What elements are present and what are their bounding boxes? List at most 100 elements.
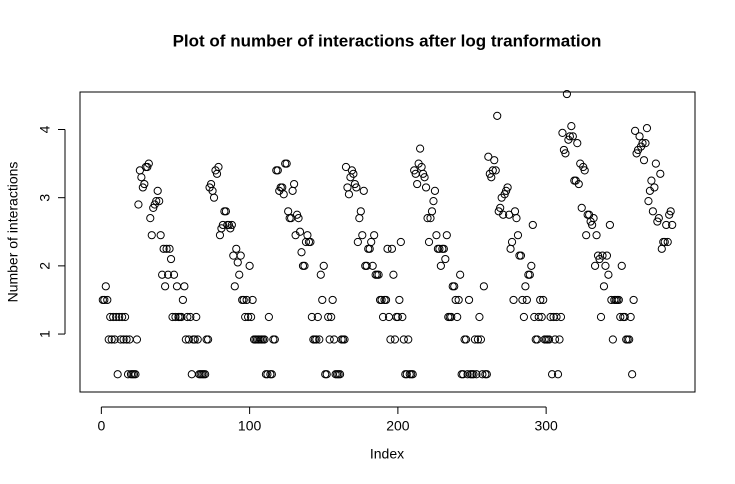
point [353, 237, 362, 247]
point [115, 312, 124, 322]
point [617, 261, 626, 270]
point [469, 370, 478, 379]
point [110, 335, 119, 344]
point [330, 335, 339, 344]
point [527, 261, 536, 270]
point [550, 335, 560, 344]
point [359, 186, 368, 195]
point [631, 126, 640, 135]
point [159, 244, 168, 253]
point [582, 231, 591, 240]
point [420, 173, 429, 182]
point [370, 231, 379, 240]
point [451, 295, 460, 305]
chart-title: Plot of number of interactions after log… [173, 31, 602, 50]
x-axis-label: Index [370, 446, 404, 462]
point [306, 237, 315, 247]
point [404, 335, 413, 344]
point [235, 270, 244, 279]
point [343, 183, 352, 192]
x-tick-label: 200 [386, 418, 410, 434]
point [642, 124, 652, 133]
point [553, 370, 563, 379]
point [381, 295, 391, 305]
point [561, 149, 570, 158]
point [344, 190, 354, 199]
point [620, 312, 629, 322]
point [239, 295, 248, 305]
point [435, 244, 444, 253]
point [192, 312, 201, 322]
point [183, 312, 192, 322]
point [358, 231, 367, 240]
point [482, 370, 491, 379]
point [270, 335, 279, 344]
point [232, 244, 241, 253]
point [657, 244, 666, 253]
point [215, 231, 225, 240]
point [184, 335, 193, 344]
plot-box [79, 91, 696, 393]
point [573, 139, 582, 148]
point [555, 335, 564, 344]
point [107, 335, 116, 344]
point [389, 270, 398, 279]
point [230, 282, 239, 291]
point [421, 183, 431, 192]
point [488, 166, 497, 175]
point [201, 370, 210, 379]
point [282, 159, 291, 168]
point [307, 312, 316, 322]
point [169, 270, 179, 279]
point [294, 214, 303, 223]
point [429, 196, 438, 206]
point [416, 144, 425, 153]
point [638, 139, 647, 148]
point [651, 159, 660, 168]
point [101, 282, 110, 291]
point [279, 190, 288, 199]
point [248, 295, 257, 305]
point [158, 270, 167, 279]
point [644, 196, 653, 206]
point [608, 335, 617, 344]
point [318, 295, 327, 305]
point [556, 312, 566, 322]
point [178, 295, 187, 305]
point [635, 132, 644, 141]
point [132, 335, 142, 344]
point [134, 200, 143, 209]
point [341, 162, 351, 172]
y-axis-label: Number of interactions [5, 162, 21, 303]
point [507, 237, 517, 247]
point [423, 214, 432, 223]
point [190, 335, 199, 344]
point [180, 282, 189, 291]
point [596, 312, 606, 322]
point [352, 183, 361, 192]
point [289, 179, 299, 189]
point [552, 312, 561, 322]
point [140, 179, 149, 189]
point [663, 237, 672, 247]
point [601, 261, 610, 270]
point [614, 295, 623, 305]
point [491, 166, 500, 175]
point [424, 237, 434, 247]
point [377, 295, 386, 305]
point [536, 295, 545, 305]
point [453, 312, 462, 322]
point [456, 270, 465, 279]
point [625, 335, 634, 344]
point [528, 220, 537, 230]
point [589, 214, 598, 223]
point [493, 111, 502, 120]
point [577, 203, 586, 213]
point [327, 312, 336, 322]
point [177, 312, 186, 322]
x-tick-label: 300 [534, 418, 558, 434]
point [504, 210, 514, 219]
point [273, 166, 282, 175]
point [478, 370, 487, 379]
point [153, 186, 162, 195]
